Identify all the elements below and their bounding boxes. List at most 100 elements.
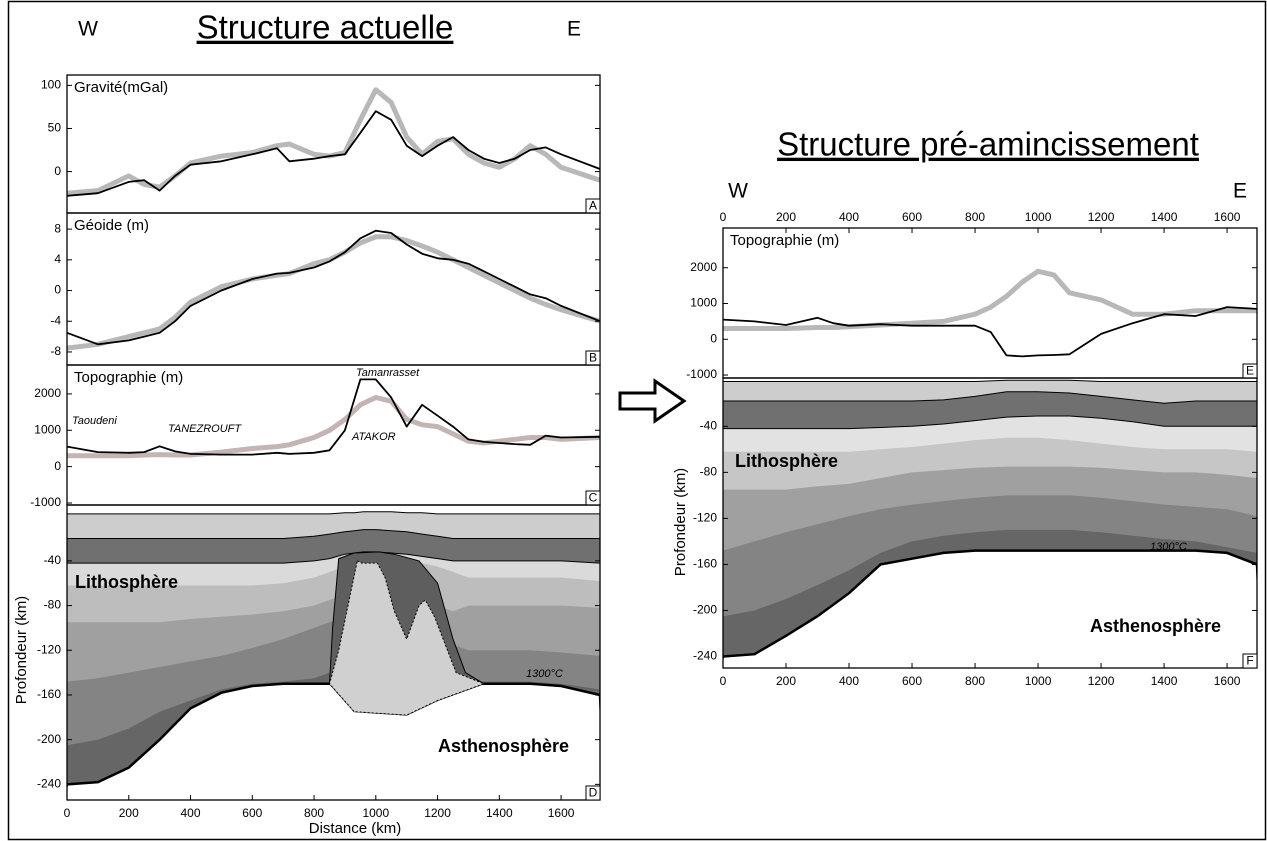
y-axis-label: Profondeur (km): [672, 468, 689, 576]
y-tick-label: -200: [37, 732, 61, 746]
annotation: TANEZROUFT: [168, 423, 242, 435]
series-line: [723, 268, 1257, 331]
y-tick-label: -8: [50, 344, 61, 358]
y-tick-label: -160: [693, 557, 717, 571]
y-tick-label: 100: [41, 78, 61, 92]
plot-area: [723, 268, 1257, 358]
x-tick-label: 1200: [424, 806, 451, 820]
x-tick-label: 1400: [1151, 210, 1178, 224]
series-line: [67, 229, 600, 346]
annotation: ATAKOR: [351, 431, 396, 443]
y-tick-label: 2000: [34, 386, 61, 400]
heading: Structure actuelle: [197, 9, 454, 46]
annotation: Tamanrasset: [356, 367, 420, 379]
plot-area: [67, 87, 600, 197]
x-tick-label: 800: [965, 210, 985, 224]
y-tick-label: 0: [710, 331, 717, 345]
y-axis-label: Profondeur (km): [13, 596, 30, 704]
plot-area: [723, 379, 1257, 668]
x-tick-label: 200: [776, 210, 796, 224]
panel: 2000 1000 0 -1000 Topographie (m) C Taoudeni TA…: [30, 364, 601, 509]
y-tick-label: 0: [54, 164, 61, 178]
y-tick-label: -240: [37, 777, 61, 791]
panel-title: Gravité(mGal): [74, 79, 168, 96]
panel-frame: [722, 377, 1258, 669]
plot-area: [67, 511, 600, 800]
y-tick-label: -1000: [30, 495, 61, 509]
x-tick-label: 600: [242, 806, 262, 820]
y-tick-label: -200: [693, 603, 717, 617]
y-tick-label: -1000: [686, 367, 717, 381]
panel-label: D: [589, 786, 598, 800]
y-tick-label: -160: [37, 687, 61, 701]
x-tick-label: 400: [181, 806, 201, 820]
y-tick-label: -40: [44, 553, 62, 567]
y-tick-label: 50: [48, 121, 62, 135]
y-tick-label: -4: [50, 313, 61, 327]
y-tick-label: 1000: [690, 296, 717, 310]
layer: [723, 549, 1257, 668]
y-tick-label: -40: [700, 419, 718, 433]
panel-label-box: [1242, 653, 1258, 669]
x-tick-label: 1400: [1151, 674, 1178, 688]
feature: [328, 560, 486, 716]
panel-title: Topographie (m): [730, 232, 839, 249]
panel-label-box: [585, 785, 601, 801]
panel-title: Géoide (m): [74, 217, 149, 234]
series-line: [723, 306, 1257, 358]
series-line: [67, 395, 600, 459]
x-tick-label: 1000: [362, 806, 389, 820]
panel: 0 50 100 Gravité(mGal) A Structure actuelle W E: [41, 9, 601, 214]
heading: Structure pré-amincissement: [777, 126, 1199, 163]
panel-label: F: [1246, 654, 1253, 668]
y-tick-label: -120: [37, 642, 61, 656]
annotation: Taoudeni: [72, 415, 117, 427]
west-label: W: [78, 18, 98, 41]
x-tick-label: 200: [776, 674, 796, 688]
panel-title: Topographie (m): [74, 369, 183, 386]
plot-area: [67, 378, 600, 459]
y-tick-label: 4: [54, 252, 61, 266]
annotation: Lithosphère: [735, 451, 838, 471]
x-tick-label: 1200: [1088, 210, 1115, 224]
west-label: W: [728, 180, 748, 203]
panel-label: A: [589, 199, 597, 213]
panel: 2000 1000 0 -1000 0 200 400 600 800 1000 1200 1400 1…: [686, 126, 1258, 381]
x-tick-label: 1600: [548, 806, 575, 820]
x-tick-label: 1400: [486, 806, 513, 820]
x-tick-label: 400: [839, 674, 859, 688]
x-tick-label: 1000: [1025, 210, 1052, 224]
y-tick-label: -80: [700, 465, 718, 479]
y-tick-label: 0: [54, 283, 61, 297]
x-tick-label: 0: [64, 806, 71, 820]
x-tick-label: 400: [839, 210, 859, 224]
panel-frame: [66, 504, 601, 801]
panel-label: E: [1246, 364, 1254, 378]
x-tick-label: 800: [965, 674, 985, 688]
x-tick-label: 1600: [1214, 210, 1241, 224]
x-tick-label: 1000: [1025, 674, 1052, 688]
east-label: E: [1233, 180, 1247, 203]
east-label: E: [567, 18, 581, 41]
y-tick-label: 2000: [690, 260, 717, 274]
series-line: [67, 110, 600, 197]
y-tick-label: 8: [54, 221, 61, 235]
panel-label: C: [589, 491, 598, 505]
x-tick-label: 1200: [1088, 674, 1115, 688]
x-axis-label: Distance (km): [309, 820, 402, 837]
panel: 8 4 0 -4 -8 Géoide (m) B: [50, 212, 601, 366]
x-tick-label: 600: [902, 674, 922, 688]
y-tick-label: 0: [54, 459, 61, 473]
series-line: [67, 378, 600, 456]
series-line: [67, 234, 600, 351]
annotation: Asthenosphère: [1090, 616, 1221, 636]
arrow: [618, 378, 687, 424]
y-tick-label: -80: [44, 598, 62, 612]
x-tick-label: 0: [720, 674, 727, 688]
x-tick-label: 800: [304, 806, 324, 820]
x-tick-label: 1600: [1214, 674, 1241, 688]
x-tick-label: 600: [902, 210, 922, 224]
annotation: Asthenosphère: [438, 736, 569, 756]
